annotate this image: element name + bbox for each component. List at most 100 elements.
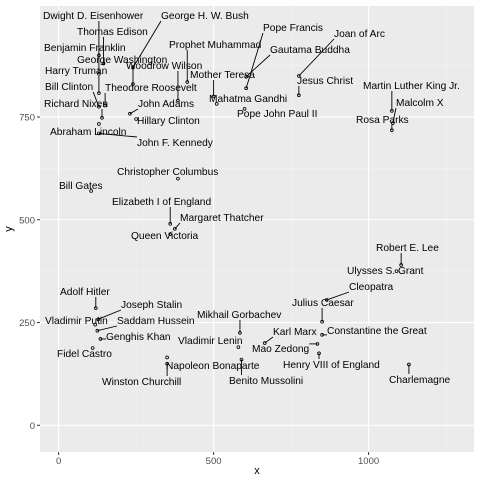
point-label-napoleon-bonaparte: Napoleon Bonaparte	[166, 361, 260, 372]
point-label-mahatma-gandhi: Mahatma Gandhi	[209, 94, 287, 105]
point-label-bill-clinton: Bill Clinton	[45, 82, 93, 93]
point-prophet-muhammad	[185, 80, 190, 84]
point-label-genghis-khan: Genghis Khan	[106, 332, 171, 343]
point-joan-of-arc	[297, 74, 301, 78]
point-label-richard-nixen: Richard Nixen	[44, 99, 108, 110]
leader-joan-of-arc	[298, 38, 335, 77]
point-dwight-d-eisenhower	[97, 53, 101, 58]
point-label-winston-churchill: Winston Churchill	[102, 377, 181, 388]
point-label-queen-victoria: Queen Victoria	[131, 231, 199, 242]
point-label-julius-caesar: Julius Caesar	[292, 298, 354, 309]
point-martin-luther-king-jr	[390, 109, 394, 113]
point-label-christopher-columbus: Christopher Columbus	[117, 167, 218, 178]
point-label-karl-marx: Karl Marx	[273, 327, 317, 338]
point-saddam-hussein	[95, 328, 100, 333]
point-cleopatra	[324, 298, 329, 302]
point-label-henry-viii-of-england: Henry VIII of England	[283, 360, 380, 371]
point-john-f-kennedy	[97, 131, 101, 136]
point-label-mao-zedong: Mao Zedong	[252, 344, 310, 355]
point-robert-e-lee	[399, 263, 403, 267]
label-leaders	[92, 20, 410, 376]
point-pope-francis	[244, 86, 248, 91]
x-axis-title: x	[254, 465, 260, 477]
point-thomas-edison	[101, 61, 106, 66]
x-tick-label: 1000	[358, 456, 379, 467]
point-label-adolf-hitler: Adolf Hitler	[60, 287, 110, 298]
point-labels: Dwight D. Eisenhower George H. W. Bush Tho…	[43, 11, 460, 388]
point-label-woodrow-wilson: Woodrow Wilson	[126, 61, 202, 72]
point-harry-truman	[97, 91, 101, 95]
point-theodore-roosevelt	[103, 103, 107, 108]
point-hillary-clinton	[134, 117, 138, 121]
point-malcolm-x	[390, 121, 395, 125]
point-label-benjamin-franklin: Benjamin Franklin	[44, 43, 126, 54]
point-label-john-adams: John Adams	[138, 99, 194, 110]
point-adolf-hitler	[94, 306, 98, 310]
y-axis-title: y	[3, 226, 15, 232]
point-label-abraham-lincoln: Abraham Lincoln	[50, 127, 126, 138]
point-label-fidel-castro: Fidel Castro	[57, 349, 112, 360]
x-tick-label: 500	[206, 456, 222, 467]
point-label-jesus-christ: Jesus Christ	[297, 76, 353, 87]
point-label-mother-teresa: Mother Teresa	[190, 70, 255, 81]
point-rosa-parks	[390, 128, 394, 132]
point-label-charlemagne: Charlemagne	[389, 375, 450, 386]
axes: 0 500 1000 0 250 500 750	[19, 112, 379, 467]
point-label-joseph-stalin: Joseph Stalin	[121, 300, 182, 311]
point-john-adams	[128, 111, 132, 116]
point-label-margaret-thatcher: Margaret Thatcher	[180, 213, 264, 224]
point-benjamin-franklin	[97, 72, 101, 76]
point-richard-nixen	[100, 116, 104, 120]
point-label-benito-mussolini: Benito Mussolini	[229, 376, 303, 387]
point-napoleon-bonaparte	[165, 355, 169, 360]
leader-george-h-w-bush	[132, 20, 162, 68]
point-label-harry-truman: Harry Truman	[45, 66, 107, 77]
minor-grid	[40, 6, 474, 452]
point-henry-viii-of-england	[317, 351, 321, 356]
point-margaret-thatcher	[173, 226, 177, 231]
point-queen-victoria	[168, 232, 173, 236]
point-label-prophet-muhammad: Prophet Muhammad	[169, 40, 262, 51]
point-label-bill-gates: Bill Gates	[59, 181, 103, 192]
point-abraham-lincoln	[97, 122, 101, 126]
point-mao-zedong	[315, 342, 320, 346]
point-label-john-f-kennedy: John F. Kennedy	[137, 138, 214, 149]
point-label-elizabeth-i-of-england: Elizabeth I of England	[112, 197, 211, 208]
point-bill-gates	[89, 189, 93, 193]
point-mahatma-gandhi	[214, 102, 219, 106]
point-ulysses-s-grant	[394, 269, 399, 273]
point-george-h-w-bush	[131, 65, 135, 70]
point-gautama-buddha	[244, 74, 248, 79]
point-george-washington	[131, 82, 135, 86]
point-label-ulysses-s-grant: Ulysses S. Grant	[347, 266, 424, 277]
point-label-rosa-parks: Rosa Parks	[356, 115, 409, 126]
x-tick-label: 0	[56, 456, 61, 467]
point-mikhail-gorbachev	[238, 330, 242, 335]
y-tick-label: 500	[19, 215, 35, 226]
point-julius-caesar	[320, 319, 324, 324]
point-mother-teresa	[211, 94, 216, 99]
point-label-malcolm-x: Malcolm X	[396, 98, 444, 109]
point-vladimir-putin	[93, 322, 97, 327]
leader-bill-clinton	[92, 91, 100, 107]
point-label-theodore-roosevelt: Theodore Roosevelt	[105, 83, 197, 94]
leader-cleopatra	[326, 291, 350, 301]
point-winston-churchill	[165, 361, 169, 366]
point-label-george-h-w-bush: George H. W. Bush	[161, 11, 249, 22]
plot-panel	[40, 6, 474, 452]
point-label-saddam-hussein: Saddam Hussein	[117, 316, 195, 327]
point-joseph-stalin	[96, 317, 101, 322]
point-label-dwight-d-eisenhower: Dwight D. Eisenhower	[43, 11, 144, 22]
point-label-constantine-the-great: Constantine the Great	[327, 326, 427, 337]
y-tick-label: 0	[30, 421, 35, 432]
point-pope-john-paul-ii	[242, 106, 247, 111]
point-charlemagne	[407, 362, 411, 367]
data-points	[89, 53, 411, 367]
point-karl-marx	[262, 341, 267, 345]
point-label-cleopatra: Cleopatra	[349, 282, 394, 293]
point-benito-mussolini	[239, 357, 244, 362]
leader-gautama-buddha	[245, 54, 271, 78]
point-bill-clinton	[97, 104, 101, 109]
